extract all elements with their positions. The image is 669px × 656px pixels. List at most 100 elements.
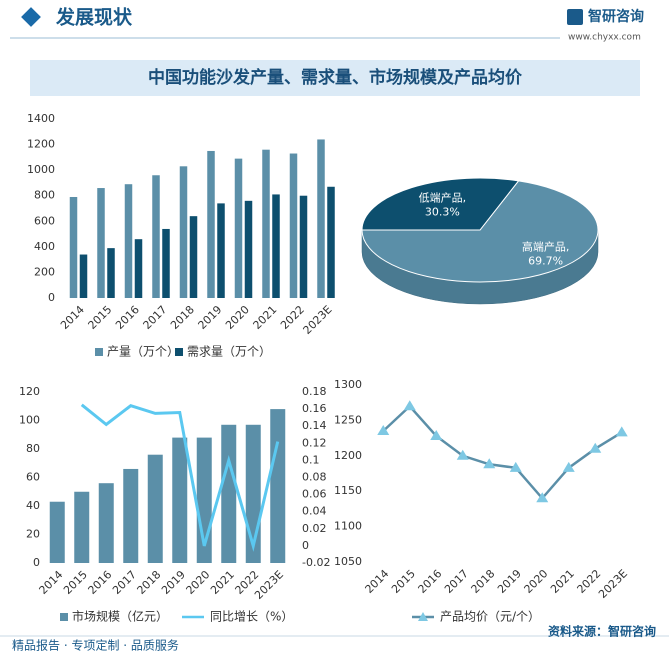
y-tick-label: 800 — [34, 189, 55, 202]
bar — [299, 195, 308, 298]
y-tick-label: 1250 — [334, 413, 362, 426]
y-tick-label: 0.12 — [302, 436, 327, 449]
bar — [221, 424, 237, 563]
y-tick-label: 0.18 — [302, 385, 327, 398]
y-tick-label: 400 — [34, 240, 55, 253]
y-tick-label: 0.14 — [302, 419, 327, 432]
x-tick-label: 2016 — [416, 567, 445, 596]
legend-marker — [418, 612, 428, 621]
y-tick-label: 1400 — [27, 112, 55, 125]
pie-label: 高端产品, — [522, 239, 570, 253]
pie-value-label: 69.7% — [528, 254, 563, 267]
footer-source: 资料来源：智研咨询 — [548, 624, 656, 639]
y-tick-label: 1100 — [334, 520, 362, 533]
y-tick-label: 1300 — [334, 378, 362, 391]
legend-label: 产品均价（元/个） — [440, 610, 540, 624]
y-tick-label: 1200 — [334, 449, 362, 462]
y-tick-label: 600 — [34, 214, 55, 227]
bar — [124, 184, 133, 298]
y-tick-label: 1050 — [334, 555, 362, 568]
bar — [49, 501, 65, 563]
x-tick-label: 2015 — [389, 567, 418, 596]
x-tick-label: 2018 — [469, 567, 498, 596]
bar — [69, 196, 78, 298]
y-tick-label: 40 — [26, 499, 40, 512]
x-tick-label: 2021 — [251, 303, 280, 332]
logo-icon — [567, 9, 583, 25]
y-tick-label: 0.1 — [302, 453, 320, 466]
pie-slice — [361, 180, 599, 283]
x-tick-label: 2019 — [159, 568, 188, 597]
y-tick-label: 20 — [26, 528, 40, 541]
x-tick-label: 2015 — [86, 303, 115, 332]
y-tick-label: 1000 — [27, 163, 55, 176]
marker — [562, 461, 575, 472]
marker — [483, 458, 496, 469]
x-tick-label: 2016 — [113, 303, 142, 332]
header-icon — [21, 7, 41, 27]
bar — [74, 491, 90, 563]
marker — [456, 449, 469, 460]
pie-value-label: 30.3% — [425, 206, 460, 219]
x-tick-label: 2014 — [363, 567, 392, 596]
marker — [589, 442, 602, 453]
pie-slice — [361, 177, 520, 231]
x-tick-label: 2019 — [196, 303, 225, 332]
x-tick-label: 2019 — [495, 567, 524, 596]
y-tick-label: 200 — [34, 265, 55, 278]
bar — [244, 200, 253, 298]
legend-label: 产量（万个） — [107, 345, 179, 359]
title-box — [30, 60, 640, 96]
bar — [172, 437, 188, 563]
bar — [317, 139, 325, 298]
y-tick-label: 0 — [302, 539, 309, 552]
footer-slogan: 精品报告 · 专项定制 · 品质服务 — [12, 638, 179, 653]
y-tick-label: 1200 — [27, 138, 55, 151]
marker — [377, 425, 390, 436]
x-tick-label: 2021 — [208, 568, 237, 597]
y-tick-label: 60 — [26, 471, 40, 484]
y-tick-label: 0.16 — [302, 402, 327, 415]
y-tick-label: 0.04 — [302, 505, 327, 518]
x-tick-label: 2020 — [184, 568, 213, 597]
brand-url: www.chyxx.com — [568, 33, 641, 43]
bar — [207, 150, 215, 298]
y-tick-label: 0 — [48, 291, 55, 304]
line — [382, 404, 623, 501]
bar — [107, 248, 115, 298]
x-tick-label: 2016 — [86, 568, 115, 597]
bar — [147, 454, 163, 563]
bar — [234, 158, 243, 298]
y-tick-label: 120 — [19, 385, 40, 398]
bar — [272, 194, 280, 298]
x-tick-label: 2015 — [61, 568, 90, 597]
marker — [403, 400, 416, 411]
bar — [327, 186, 335, 298]
bar — [217, 203, 225, 298]
y-tick-label: 80 — [26, 442, 40, 455]
marker — [509, 461, 522, 472]
marker — [430, 429, 443, 440]
bar — [189, 216, 198, 298]
legend-swatch — [175, 348, 183, 356]
y-tick-label: 0.06 — [302, 488, 327, 501]
pie-label: 低端产品, — [419, 191, 467, 205]
y-tick-label: 1150 — [334, 484, 362, 497]
bar — [97, 188, 105, 298]
bar — [98, 483, 114, 563]
y-tick-label: 100 — [19, 414, 40, 427]
x-tick-label: 2020 — [522, 567, 551, 596]
x-tick-label: 2017 — [110, 568, 139, 597]
x-tick-label: 2017 — [141, 303, 170, 332]
y-tick-label: 0 — [33, 556, 40, 569]
x-tick-label: 2018 — [168, 303, 197, 332]
legend-label: 同比增长（%） — [210, 610, 293, 624]
bar — [162, 228, 170, 298]
line — [80, 403, 280, 552]
header-title: 发展现状 — [55, 6, 133, 29]
legend-label: 需求量（万个） — [187, 345, 271, 359]
x-tick-label: 2023E — [301, 303, 335, 337]
bar — [134, 239, 143, 298]
bar — [179, 166, 188, 298]
x-tick-label: 2017 — [442, 567, 471, 596]
